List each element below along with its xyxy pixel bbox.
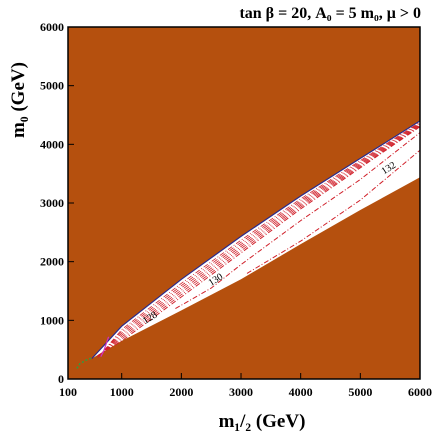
higgs-contour-128 xyxy=(97,126,421,356)
chart-title: tan β = 20, A₀ = 5 m₀, μ > 0 xyxy=(239,5,421,22)
green-band xyxy=(76,357,93,369)
higgs-contour-130 xyxy=(175,132,421,310)
y-tick-label: 6000 xyxy=(40,20,64,34)
higgs-contour-minor xyxy=(97,125,421,357)
x-tick-label: 2000 xyxy=(169,385,193,399)
x-tick-label: 100 xyxy=(59,385,77,399)
magenta-line xyxy=(100,336,110,357)
higgs-contour-132 xyxy=(246,149,421,274)
y-tick-label: 0 xyxy=(58,372,64,386)
x-axis-ticks: 100 1000 2000 3000 4000 5000 6000 xyxy=(59,373,432,399)
x-axis-title: m₁/₂ (GeV) xyxy=(219,411,306,432)
higgs-mass-contours xyxy=(97,121,421,359)
y-axis-title: m₀ (GeV) xyxy=(8,62,29,138)
y-axis-ticks: 0 1000 2000 3000 4000 5000 6000 xyxy=(40,20,74,386)
higgs-contour-minor xyxy=(97,122,421,358)
x-tick-label: 3000 xyxy=(229,385,253,399)
y-tick-label: 1000 xyxy=(40,313,64,327)
y-tick-label: 4000 xyxy=(40,137,64,151)
higgs-contour-minor xyxy=(97,124,421,357)
y-tick-label: 5000 xyxy=(40,79,64,93)
x-tick-label: 4000 xyxy=(289,385,313,399)
higgs-contour-minor xyxy=(97,123,421,358)
x-tick-label: 1000 xyxy=(110,385,134,399)
y-tick-label: 3000 xyxy=(40,196,64,210)
y-tick-label: 2000 xyxy=(40,255,64,269)
x-tick-label: 5000 xyxy=(348,385,372,399)
x-tick-label: 6000 xyxy=(408,385,432,399)
higgs-contour-minor xyxy=(97,124,421,357)
upper-boundary-line xyxy=(91,120,421,359)
